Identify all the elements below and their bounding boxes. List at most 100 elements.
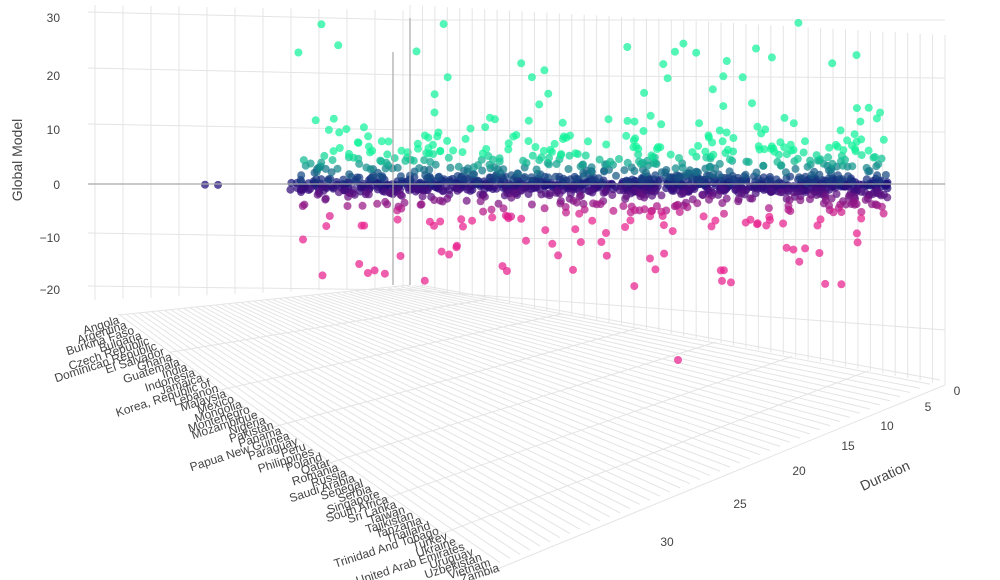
- data-point[interactable]: [831, 140, 840, 149]
- data-point[interactable]: [360, 221, 369, 230]
- data-point[interactable]: [335, 128, 344, 137]
- data-point[interactable]: [702, 153, 711, 162]
- data-point[interactable]: [466, 124, 475, 133]
- data-point[interactable]: [482, 145, 491, 153]
- data-point[interactable]: [701, 147, 710, 156]
- data-point[interactable]: [581, 178, 590, 187]
- data-point[interactable]: [646, 254, 654, 263]
- data-point[interactable]: [311, 116, 320, 125]
- data-point[interactable]: [363, 269, 372, 277]
- data-point[interactable]: [430, 108, 439, 117]
- data-point[interactable]: [461, 134, 470, 143]
- data-point[interactable]: [718, 137, 727, 146]
- data-point[interactable]: [434, 128, 443, 137]
- data-point[interactable]: [380, 269, 389, 278]
- data-point[interactable]: [651, 265, 660, 274]
- data-point[interactable]: [446, 163, 455, 172]
- data-point[interactable]: [416, 178, 425, 187]
- data-point[interactable]: [688, 148, 697, 157]
- data-point[interactable]: [662, 166, 671, 174]
- data-point[interactable]: [297, 188, 305, 197]
- data-point[interactable]: [877, 154, 886, 163]
- data-point[interactable]: [459, 222, 467, 231]
- data-point[interactable]: [705, 163, 714, 171]
- data-point[interactable]: [857, 135, 866, 144]
- data-point[interactable]: [328, 156, 337, 165]
- data-point[interactable]: [492, 184, 501, 193]
- data-point[interactable]: [704, 131, 713, 140]
- data-point[interactable]: [754, 142, 763, 151]
- data-point[interactable]: [795, 173, 804, 182]
- data-point[interactable]: [801, 172, 810, 181]
- data-point[interactable]: [326, 174, 335, 183]
- data-point[interactable]: [640, 205, 649, 214]
- data-point[interactable]: [567, 183, 576, 192]
- data-point[interactable]: [828, 159, 837, 168]
- data-point[interactable]: [852, 51, 861, 60]
- data-point[interactable]: [812, 151, 821, 160]
- data-point[interactable]: [608, 191, 617, 199]
- data-point[interactable]: [524, 190, 533, 198]
- data-point[interactable]: [679, 189, 688, 198]
- data-point[interactable]: [671, 164, 680, 173]
- data-point[interactable]: [674, 356, 682, 364]
- data-point[interactable]: [857, 207, 866, 216]
- data-point[interactable]: [837, 208, 846, 217]
- data-point[interactable]: [393, 215, 402, 224]
- data-point[interactable]: [286, 185, 295, 194]
- data-point[interactable]: [559, 132, 568, 141]
- data-point[interactable]: [424, 133, 433, 142]
- data-point[interactable]: [634, 150, 643, 159]
- data-point[interactable]: [342, 125, 351, 134]
- data-point[interactable]: [396, 252, 405, 260]
- data-point[interactable]: [306, 159, 315, 168]
- data-point[interactable]: [327, 168, 336, 177]
- data-point[interactable]: [857, 187, 866, 196]
- data-point[interactable]: [776, 188, 785, 197]
- data-point[interactable]: [325, 212, 334, 220]
- data-point[interactable]: [504, 139, 513, 148]
- data-point[interactable]: [686, 166, 694, 175]
- data-point[interactable]: [793, 154, 802, 163]
- data-point[interactable]: [544, 89, 553, 98]
- data-point[interactable]: [879, 135, 888, 144]
- data-point[interactable]: [703, 171, 711, 180]
- data-point[interactable]: [726, 278, 735, 287]
- data-point[interactable]: [377, 137, 386, 146]
- data-point[interactable]: [425, 165, 434, 174]
- data-point[interactable]: [619, 202, 628, 210]
- data-point[interactable]: [782, 243, 791, 252]
- data-point[interactable]: [719, 102, 728, 111]
- data-point[interactable]: [753, 219, 762, 228]
- data-point[interactable]: [571, 149, 580, 158]
- data-point[interactable]: [762, 221, 771, 230]
- data-point[interactable]: [862, 175, 871, 184]
- data-point[interactable]: [434, 173, 443, 182]
- data-point[interactable]: [879, 209, 888, 218]
- data-point[interactable]: [364, 190, 373, 199]
- data-point[interactable]: [393, 206, 402, 215]
- data-point[interactable]: [468, 216, 477, 225]
- data-point[interactable]: [881, 171, 890, 179]
- data-point[interactable]: [843, 136, 852, 145]
- data-point[interactable]: [514, 169, 522, 178]
- data-point[interactable]: [517, 214, 526, 223]
- data-point[interactable]: [883, 184, 892, 193]
- data-point[interactable]: [767, 53, 776, 62]
- data-point[interactable]: [660, 249, 669, 258]
- data-point[interactable]: [370, 266, 379, 275]
- data-point[interactable]: [532, 165, 541, 174]
- data-point[interactable]: [517, 59, 526, 68]
- data-point[interactable]: [779, 219, 788, 228]
- data-point[interactable]: [716, 266, 725, 275]
- data-point[interactable]: [344, 192, 353, 201]
- data-point[interactable]: [214, 180, 222, 189]
- data-point[interactable]: [732, 185, 740, 194]
- data-point[interactable]: [463, 164, 472, 173]
- data-point[interactable]: [343, 202, 352, 210]
- data-point[interactable]: [694, 141, 703, 150]
- data-point[interactable]: [318, 271, 327, 280]
- data-point[interactable]: [592, 200, 601, 209]
- data-point[interactable]: [430, 196, 439, 204]
